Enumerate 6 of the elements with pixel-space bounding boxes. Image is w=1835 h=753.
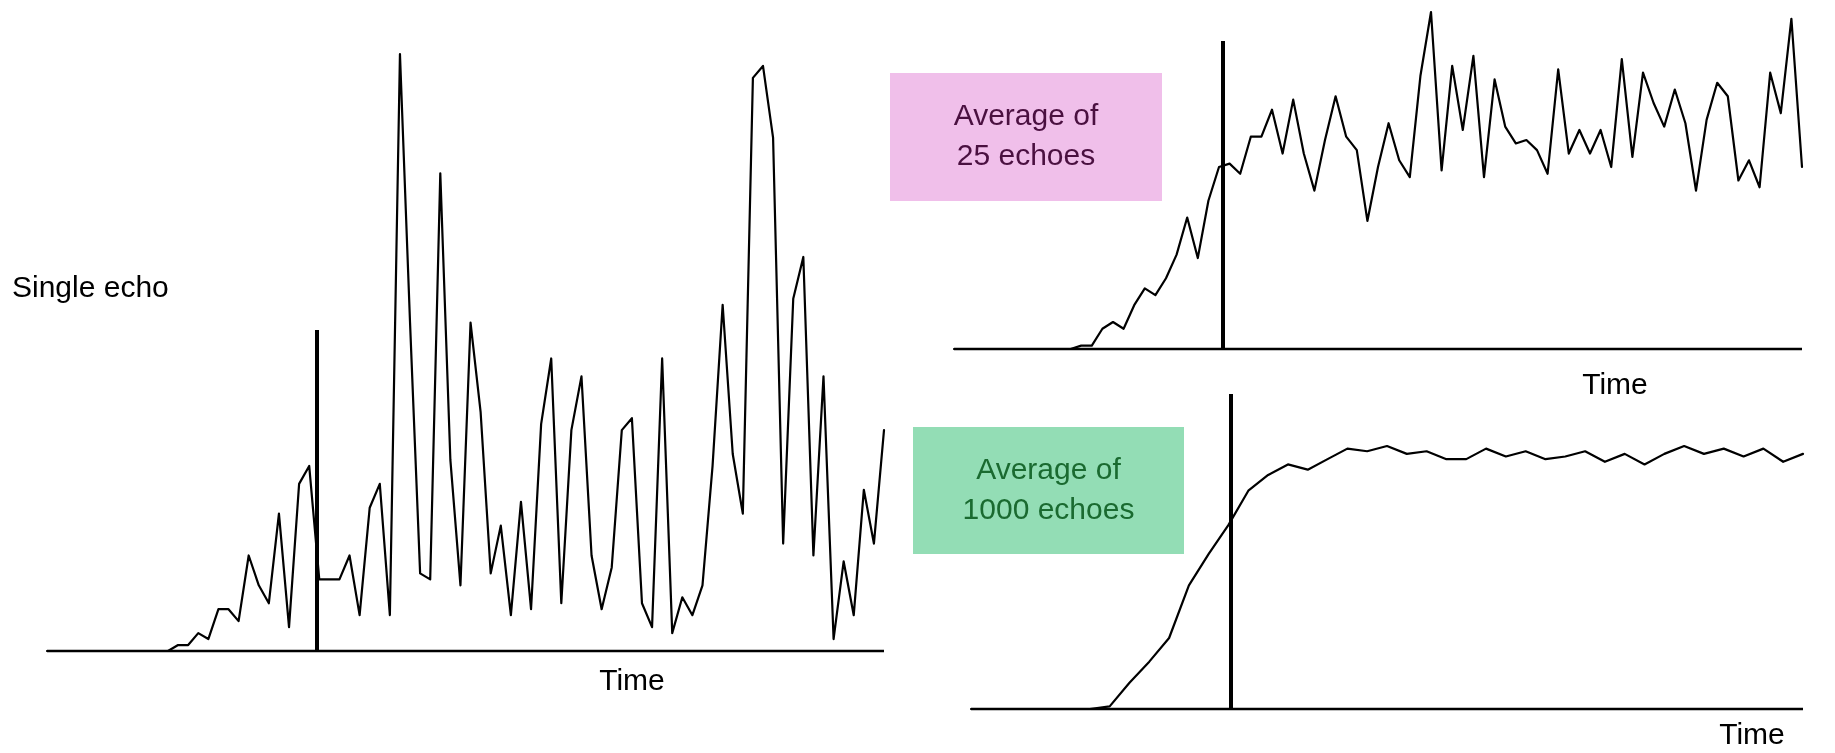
- x-axis-title: Time: [1582, 367, 1648, 400]
- text: Single echo: [12, 270, 169, 303]
- text: Average of 25 echoes: [953, 98, 1099, 171]
- text: Average of 1000 echoes: [962, 452, 1135, 525]
- x-axis-title: Time: [1719, 717, 1785, 750]
- x-axis-title: Time: [599, 663, 665, 696]
